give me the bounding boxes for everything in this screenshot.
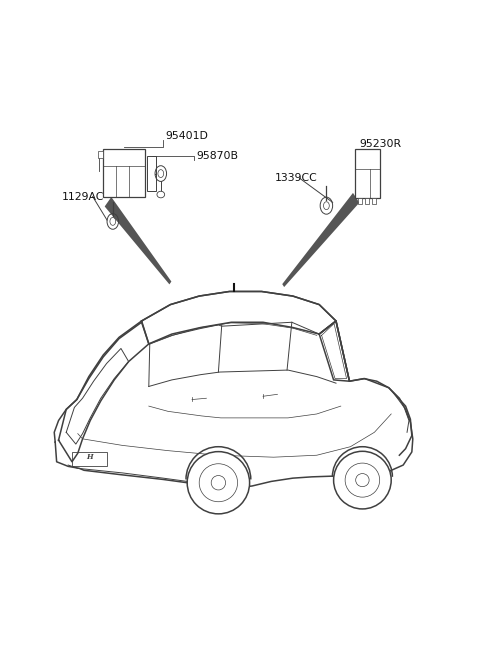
- Ellipse shape: [345, 463, 380, 497]
- Ellipse shape: [187, 452, 250, 514]
- Bar: [98, 151, 103, 158]
- Bar: [358, 198, 362, 204]
- Bar: [365, 198, 369, 204]
- Bar: [103, 149, 145, 196]
- Ellipse shape: [157, 191, 165, 198]
- Text: 1129AC: 1129AC: [61, 191, 104, 202]
- Bar: [355, 149, 380, 198]
- Text: 95401D: 95401D: [166, 131, 208, 141]
- Ellipse shape: [334, 451, 391, 509]
- Text: 95230R: 95230R: [359, 139, 401, 149]
- Text: 1339CC: 1339CC: [275, 173, 317, 183]
- Polygon shape: [282, 193, 360, 287]
- Polygon shape: [105, 197, 171, 284]
- Bar: [372, 198, 376, 204]
- Text: 95870B: 95870B: [197, 151, 239, 161]
- Ellipse shape: [211, 476, 226, 490]
- Ellipse shape: [356, 474, 369, 487]
- Ellipse shape: [199, 464, 238, 502]
- Bar: [147, 156, 156, 191]
- Text: H: H: [86, 453, 93, 461]
